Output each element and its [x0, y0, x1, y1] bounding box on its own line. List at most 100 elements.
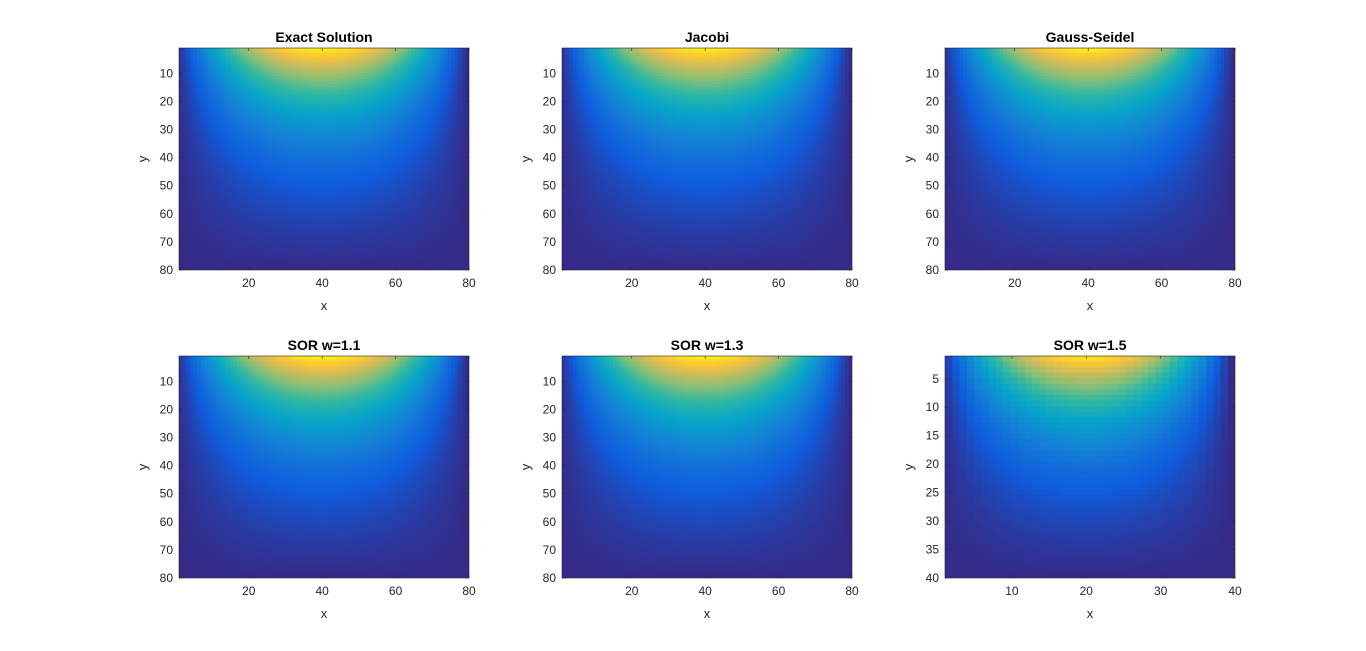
x-axis-label: x — [1087, 298, 1094, 313]
y-tick-label: 70 — [543, 543, 557, 557]
x-tick-label: 80 — [1228, 276, 1242, 290]
subplot-1: 20 40 60 80 10 20 30 40 50 60 70 80 Exact Solution x y — [135, 29, 476, 313]
y-tick-label: 50 — [160, 179, 174, 193]
x-tick-label: 20 — [242, 276, 256, 290]
y-tick-label: 60 — [160, 207, 174, 221]
subplot-5: 20 40 60 80 10 20 30 40 50 60 70 80 SOR w=1.3 x y — [518, 337, 859, 621]
x-tick-label: 20 — [625, 584, 639, 598]
subplot-title: SOR w=1.3 — [671, 337, 744, 353]
y-axis-label: y — [135, 463, 150, 470]
y-tick-label: 40 — [926, 571, 940, 585]
y-tick-label: 10 — [926, 400, 940, 414]
x-tick-label: 20 — [1008, 276, 1022, 290]
y-tick-label: 80 — [160, 571, 174, 585]
x-tick-label: 40 — [1228, 584, 1242, 598]
y-tick-label: 10 — [160, 66, 174, 80]
y-axis-label: y — [518, 463, 533, 470]
y-tick-label: 70 — [160, 543, 174, 557]
axes-frame — [178, 355, 470, 579]
x-axis-label: x — [321, 606, 328, 621]
y-tick-label: 10 — [926, 66, 940, 80]
axes-frame — [944, 355, 1236, 579]
y-tick-label: 80 — [543, 571, 557, 585]
y-tick-label: 20 — [926, 457, 940, 471]
y-tick-label: 40 — [543, 459, 557, 473]
x-tick-label: 40 — [315, 276, 329, 290]
subplot-2: 20 40 60 80 10 20 30 40 50 60 70 80 Jacobi x y — [518, 29, 859, 313]
y-tick-label: 80 — [926, 263, 940, 277]
x-tick-label: 40 — [698, 584, 712, 598]
y-tick-label: 30 — [543, 122, 557, 136]
y-tick-label: 5 — [932, 372, 939, 386]
x-axis-label: x — [704, 606, 711, 621]
heatmap-image — [562, 48, 852, 270]
heatmap-image — [179, 48, 469, 270]
y-tick-label: 50 — [543, 179, 557, 193]
y-tick-label: 50 — [926, 179, 940, 193]
x-tick-label: 80 — [462, 584, 476, 598]
subplot-title: Exact Solution — [275, 29, 372, 45]
y-tick-label: 20 — [926, 94, 940, 108]
y-tick-label: 40 — [160, 151, 174, 165]
y-tick-label: 60 — [160, 515, 174, 529]
x-tick-label: 80 — [462, 276, 476, 290]
x-tick-label: 40 — [1081, 276, 1095, 290]
subplot-title: Jacobi — [685, 29, 729, 45]
x-tick-label: 60 — [1155, 276, 1169, 290]
axes-frame — [944, 47, 1236, 271]
x-axis-label: x — [704, 298, 711, 313]
x-axis-label: x — [1087, 606, 1094, 621]
y-tick-label: 10 — [543, 66, 557, 80]
y-tick-label: 40 — [543, 151, 557, 165]
y-tick-label: 80 — [543, 263, 557, 277]
y-tick-label: 20 — [543, 402, 557, 416]
subplot-title: SOR w=1.1 — [288, 337, 361, 353]
y-tick-label: 20 — [160, 402, 174, 416]
subplot-title: SOR w=1.5 — [1054, 337, 1127, 353]
y-tick-label: 60 — [926, 207, 940, 221]
x-tick-label: 20 — [242, 584, 256, 598]
subplot-4: 20 40 60 80 10 20 30 40 50 60 70 80 SOR w=1.1 x y — [135, 337, 476, 621]
heatmap-image — [945, 356, 1235, 578]
axes-frame — [178, 47, 470, 271]
x-tick-label: 20 — [1080, 584, 1094, 598]
x-tick-label: 60 — [389, 276, 403, 290]
y-tick-label: 40 — [160, 459, 174, 473]
y-tick-label: 30 — [926, 122, 940, 136]
y-axis-label: y — [901, 155, 916, 162]
y-tick-label: 20 — [160, 94, 174, 108]
y-tick-label: 20 — [543, 94, 557, 108]
y-tick-label: 30 — [543, 430, 557, 444]
y-axis-label: y — [135, 155, 150, 162]
y-tick-label: 10 — [543, 374, 557, 388]
y-tick-label: 70 — [543, 235, 557, 249]
x-tick-label: 40 — [698, 276, 712, 290]
y-tick-label: 30 — [926, 514, 940, 528]
x-tick-label: 80 — [845, 584, 859, 598]
y-tick-label: 70 — [926, 235, 940, 249]
heatmap-image — [562, 356, 852, 578]
y-tick-label: 10 — [160, 374, 174, 388]
subplot-6: 10 20 30 40 5 10 15 20 25 30 35 40 SOR w=1.5 x y — [901, 337, 1242, 621]
x-tick-label: 60 — [389, 584, 403, 598]
y-tick-label: 30 — [160, 122, 174, 136]
x-tick-label: 40 — [315, 584, 329, 598]
x-tick-label: 20 — [625, 276, 639, 290]
y-tick-label: 50 — [543, 487, 557, 501]
y-tick-label: 70 — [160, 235, 174, 249]
x-axis-label: x — [321, 298, 328, 313]
y-axis-label: y — [518, 155, 533, 162]
heatmap-image — [179, 356, 469, 578]
x-tick-label: 10 — [1005, 584, 1019, 598]
axes-frame — [561, 47, 853, 271]
y-axis-label: y — [901, 463, 916, 470]
x-tick-label: 60 — [772, 276, 786, 290]
x-tick-label: 30 — [1154, 584, 1168, 598]
x-tick-label: 80 — [845, 276, 859, 290]
y-tick-label: 40 — [926, 151, 940, 165]
y-tick-label: 60 — [543, 207, 557, 221]
y-tick-label: 50 — [160, 487, 174, 501]
y-tick-label: 25 — [926, 486, 940, 500]
subplot-3: 20 40 60 80 10 20 30 40 50 60 70 80 Gauss-Seidel x y — [901, 29, 1242, 313]
